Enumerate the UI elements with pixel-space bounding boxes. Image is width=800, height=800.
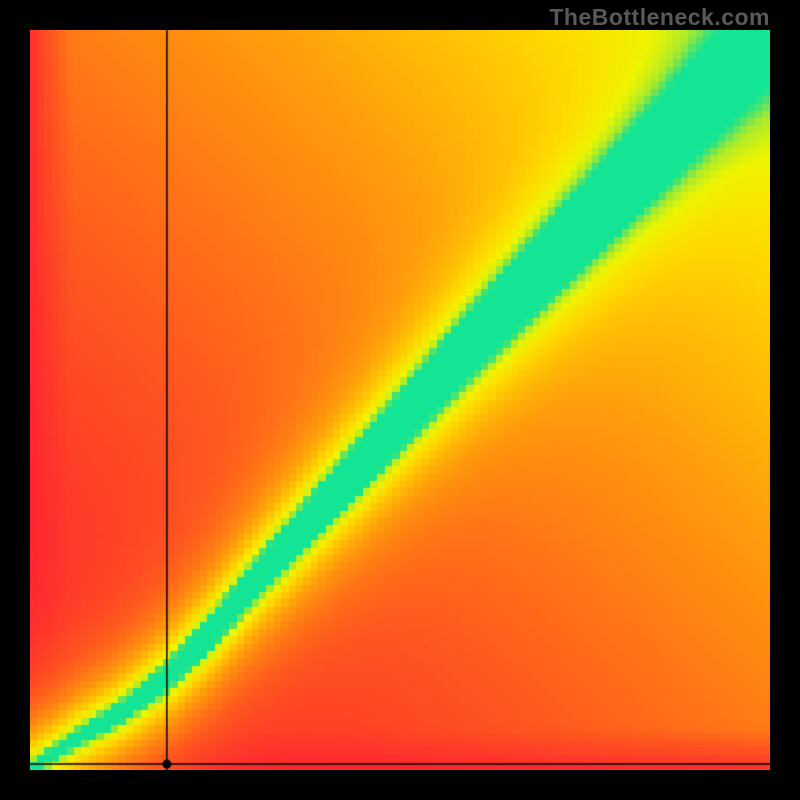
heatmap-canvas	[30, 30, 770, 770]
watermark-text: TheBottleneck.com	[549, 4, 770, 31]
chart-container: TheBottleneck.com	[0, 0, 800, 800]
